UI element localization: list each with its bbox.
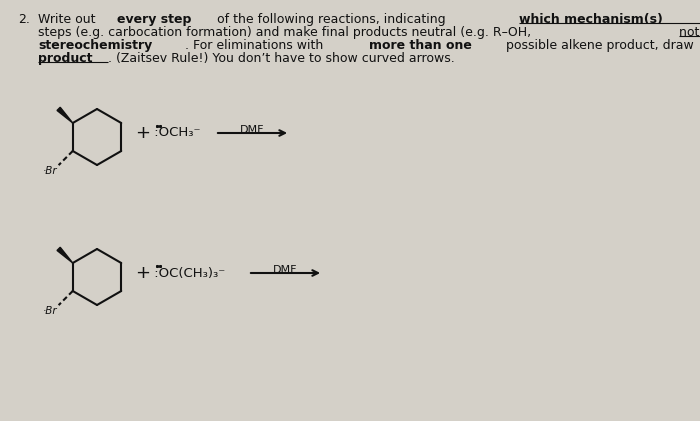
Polygon shape — [57, 107, 73, 123]
Text: Write out: Write out — [38, 13, 99, 26]
Text: +: + — [136, 264, 150, 282]
Text: DMF: DMF — [240, 125, 265, 135]
Polygon shape — [57, 247, 73, 263]
Text: +: + — [136, 124, 150, 142]
Text: possible alkene product, draw: possible alkene product, draw — [502, 39, 697, 52]
Text: stereochemistry: stereochemistry — [38, 39, 153, 52]
Text: of the following reactions, indicating: of the following reactions, indicating — [214, 13, 450, 26]
Text: not R-OH₂⁺: not R-OH₂⁺ — [680, 26, 700, 39]
Text: 2.: 2. — [18, 13, 30, 26]
Text: :OCH₃⁻: :OCH₃⁻ — [150, 126, 200, 139]
Text: DMF: DMF — [273, 265, 298, 275]
Text: ·Br: ·Br — [43, 306, 57, 316]
Text: . (Zaitsev Rule!) You don’t have to show curved arrows.: . (Zaitsev Rule!) You don’t have to show… — [108, 52, 455, 65]
Text: more than one: more than one — [369, 39, 472, 52]
Text: product: product — [38, 52, 92, 65]
Text: :OC(CH₃)₃⁻: :OC(CH₃)₃⁻ — [150, 266, 225, 280]
Text: ·Br: ·Br — [43, 166, 57, 176]
Text: every step: every step — [118, 13, 192, 26]
Text: steps (e.g. carbocation formation) and make final products neutral (e.g. R–OH,: steps (e.g. carbocation formation) and m… — [38, 26, 535, 39]
Text: . For eliminations with: . For eliminations with — [186, 39, 328, 52]
Text: which mechanism(s): which mechanism(s) — [519, 13, 662, 26]
